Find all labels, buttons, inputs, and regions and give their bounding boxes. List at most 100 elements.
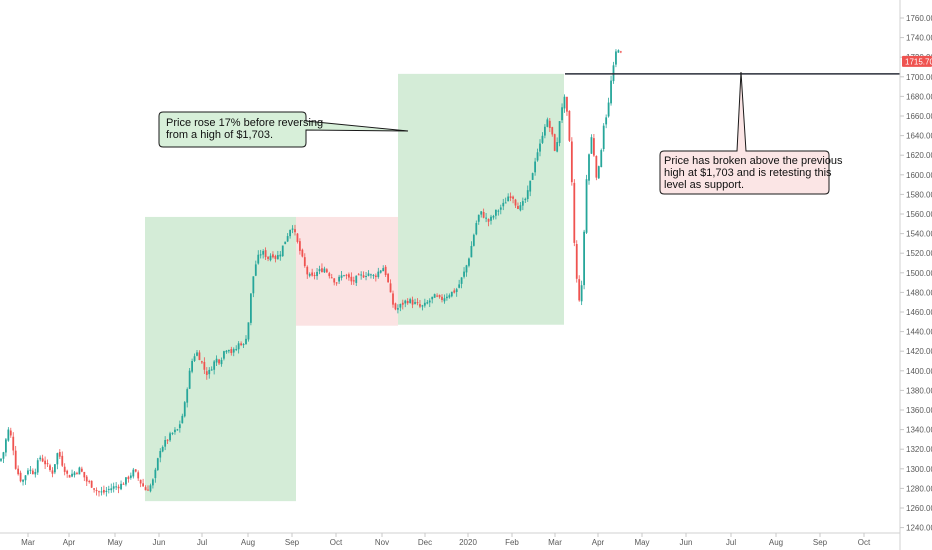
candle-body xyxy=(507,196,510,202)
y-tick-label: 1360.00 xyxy=(906,406,932,415)
candle-body xyxy=(24,475,27,481)
candle-body xyxy=(58,452,61,457)
candle-body xyxy=(512,196,514,199)
candle-body xyxy=(5,439,7,453)
breakout-callout-line: high at $1,703 and is retesting this xyxy=(664,167,832,179)
candle-body xyxy=(125,477,127,485)
candle-body xyxy=(161,446,164,452)
candle-body xyxy=(213,361,216,370)
candle-body xyxy=(169,433,171,441)
y-tick-label: 1600.00 xyxy=(906,171,932,180)
candle-body xyxy=(392,293,394,305)
candle-body xyxy=(536,152,539,161)
y-tick-label: 1340.00 xyxy=(906,426,932,435)
candle-body xyxy=(93,488,95,490)
breakout-callout[interactable]: Price has broken above the previous high… xyxy=(659,71,846,195)
candle-body xyxy=(546,119,549,127)
candle-body xyxy=(88,481,91,483)
candle-body xyxy=(41,458,44,462)
y-tick-label: 1320.00 xyxy=(906,445,932,454)
candle-body xyxy=(49,465,51,471)
candle-body xyxy=(308,273,311,276)
candle-body xyxy=(416,302,419,304)
rise-zone[interactable] xyxy=(398,73,564,325)
candle-body xyxy=(580,285,583,302)
candle-body xyxy=(406,301,409,304)
candle-body xyxy=(362,275,365,278)
candle-body xyxy=(178,424,181,429)
candle-body xyxy=(514,199,517,206)
candle-body xyxy=(218,359,220,364)
candle-body xyxy=(306,266,309,275)
candle-body xyxy=(343,275,345,277)
candle-body xyxy=(384,266,387,275)
candle-body xyxy=(495,209,497,216)
candle-body xyxy=(205,371,208,375)
candle-body xyxy=(526,190,529,200)
candle-body xyxy=(521,201,524,206)
candle-body xyxy=(372,275,375,277)
candle-body xyxy=(480,211,483,215)
candle-body xyxy=(203,361,206,370)
candle-body xyxy=(348,274,350,278)
candle-body xyxy=(78,467,81,475)
candle-body xyxy=(254,264,257,276)
x-tick-label: Mar xyxy=(548,538,562,547)
candle-body xyxy=(22,479,24,482)
candle-body xyxy=(120,483,122,490)
candle-body xyxy=(31,470,34,475)
candle-body xyxy=(303,257,306,267)
y-tick-label: 1620.00 xyxy=(906,151,932,160)
fall-zone[interactable] xyxy=(296,216,398,326)
candle-body xyxy=(323,268,326,273)
rise-zone[interactable] xyxy=(145,216,296,502)
candle-body xyxy=(264,250,267,258)
rise-callout[interactable]: Price rose 17% before reversing from a h… xyxy=(158,111,409,148)
candle-body xyxy=(399,304,402,308)
candle-body xyxy=(73,472,76,476)
candle-body xyxy=(602,125,605,150)
candle-body xyxy=(419,304,421,307)
candle-body xyxy=(230,349,233,354)
candle-body xyxy=(458,284,461,288)
candle-body xyxy=(460,277,463,284)
candle-body xyxy=(453,290,456,293)
candle-body xyxy=(379,270,382,273)
candle-body xyxy=(450,291,453,297)
candle-body xyxy=(575,244,578,279)
candle-body xyxy=(502,202,505,207)
candle-body xyxy=(122,483,125,485)
candle-body xyxy=(482,211,485,218)
candle-body xyxy=(446,296,448,299)
candle-body xyxy=(134,469,137,472)
candle-body xyxy=(174,429,176,433)
candle-body xyxy=(63,466,66,472)
candle-body xyxy=(159,451,162,458)
y-tick-label: 1680.00 xyxy=(906,92,932,101)
y-tick-label: 1480.00 xyxy=(906,288,932,297)
candle-body xyxy=(333,278,336,283)
candle-body xyxy=(46,463,49,465)
candle-body xyxy=(245,338,247,345)
candle-body xyxy=(583,231,585,286)
candle-body xyxy=(504,202,507,204)
last-price-tag: 1715.70 xyxy=(902,55,932,67)
candle-body xyxy=(132,469,135,477)
candle-body xyxy=(551,127,554,135)
candle-body xyxy=(509,196,512,198)
candle-body xyxy=(17,468,20,475)
candle-body xyxy=(164,439,167,447)
candle-body xyxy=(404,300,407,304)
breakout-callout-line: Price has broken above the previous xyxy=(664,155,843,167)
candle-body xyxy=(225,350,228,353)
candle-body xyxy=(448,295,451,298)
y-tick-label: 1460.00 xyxy=(906,308,932,317)
candle-body xyxy=(553,134,556,151)
candle-body xyxy=(276,255,279,260)
candle-body xyxy=(188,370,191,389)
candle-body xyxy=(250,293,252,323)
rise-callout-line: from a high of $1,703. xyxy=(166,129,273,141)
candle-body xyxy=(340,275,343,278)
y-tick-label: 1500.00 xyxy=(906,269,932,278)
